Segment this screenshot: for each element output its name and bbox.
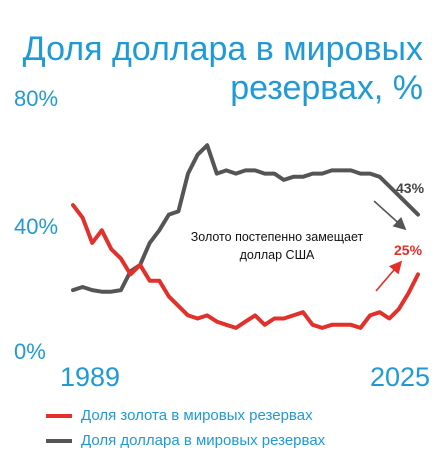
x-tick-label-end: 2025	[370, 362, 431, 392]
dollar-end-label: 43%	[396, 180, 425, 196]
legend-label-dollar: Доля доллара в мировых резервах	[81, 432, 326, 449]
annotation-line-2: доллар США	[239, 248, 315, 262]
legend-item-dollar: Доля доллара в мировых резервах	[46, 428, 325, 453]
chart-legend: Доля золота в мировых резервах Доля долл…	[46, 403, 325, 453]
y-tick-label-80: 80%	[14, 86, 59, 111]
dollar-trend-arrow	[373, 200, 407, 231]
chart-title: Доля доллара в мировых резервах, %	[3, 30, 423, 108]
y-tick-label-0: 0%	[14, 339, 46, 364]
gold-end-label: 25%	[394, 242, 423, 258]
legend-swatch-gold	[46, 413, 72, 418]
title-line-1: Доля доллара в мировых	[22, 30, 423, 68]
x-tick-label-start: 1989	[60, 362, 121, 392]
series-line-dollar	[71, 143, 420, 294]
gold-trend-arrow	[375, 260, 403, 292]
legend-label-gold: Доля золота в мировых резервах	[81, 407, 313, 424]
title-line-2: резервах, %	[230, 69, 423, 107]
legend-item-gold: Доля золота в мировых резервах	[46, 403, 325, 428]
chart-annotation: Золото постепенно замещает доллар США	[168, 228, 386, 264]
series-line-gold	[71, 203, 420, 330]
y-tick-label-40: 40%	[14, 214, 59, 239]
annotation-line-1: Золото постепенно замещает	[190, 230, 364, 244]
legend-swatch-dollar	[46, 438, 72, 443]
